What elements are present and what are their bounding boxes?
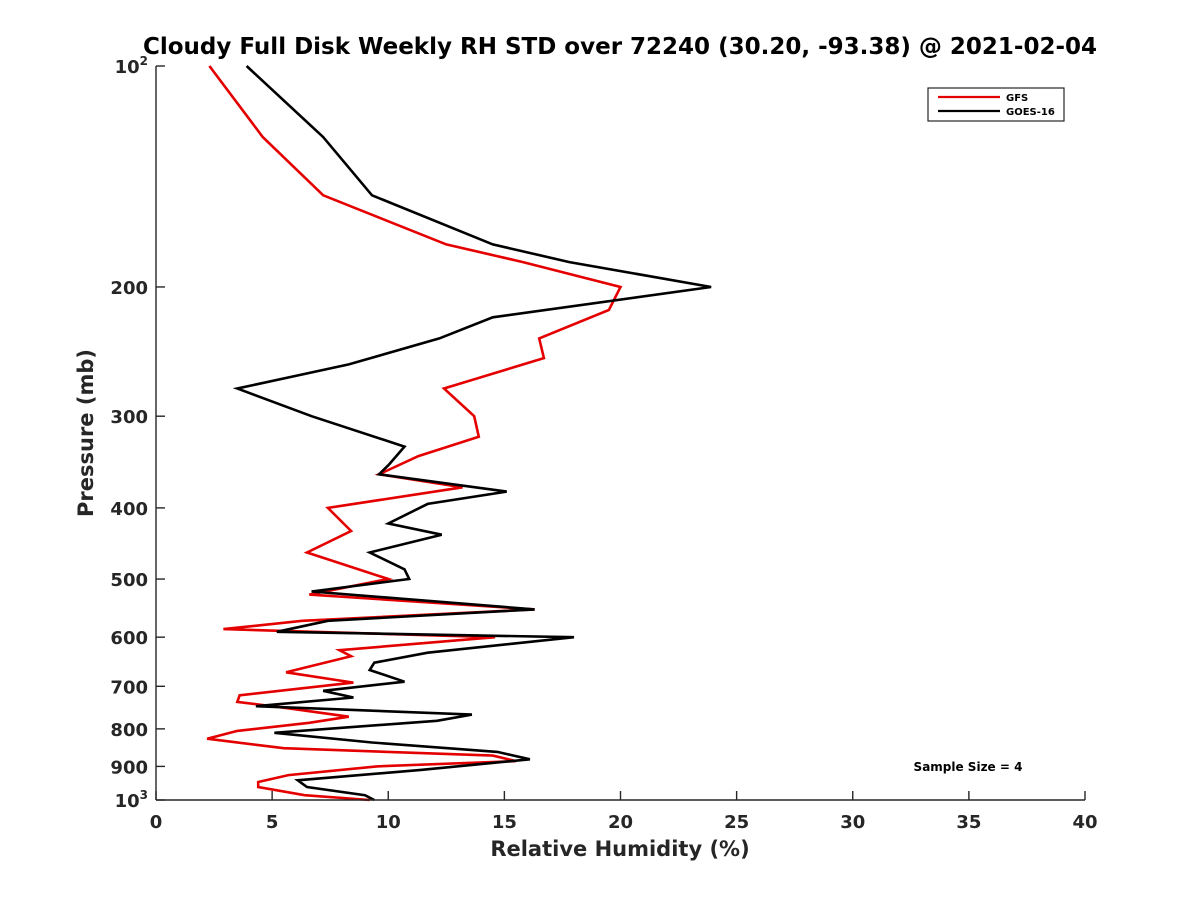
y-tick-label-800: 800 [110, 720, 148, 741]
x-tick-label-40: 40 [1072, 812, 1097, 833]
legend: GFS GOES-16 [927, 87, 1065, 122]
x-tick-label-5: 5 [266, 812, 279, 833]
x-tick-label-10: 10 [376, 812, 401, 833]
y-tick-label-700: 700 [110, 677, 148, 698]
x-ticks: 0 5 10 15 20 25 30 35 40 [150, 791, 1098, 833]
y-axis-label: Pressure (mb) [74, 349, 98, 517]
x-tick-label-0: 0 [150, 812, 163, 833]
plot-area: 0 5 10 15 20 25 30 35 40 102 200 300 400 500 600 700 80… [110, 54, 1097, 833]
y-tick-label-900: 900 [110, 757, 148, 778]
y-tick-label-100: 102 [115, 54, 148, 78]
x-tick-label-35: 35 [956, 812, 981, 833]
x-tick-label-30: 30 [840, 812, 865, 833]
series-line-gfs [206, 65, 623, 802]
y-tick-label-500: 500 [110, 570, 148, 591]
y-tick-label-600: 600 [110, 628, 148, 649]
y-tick-label-200: 200 [110, 278, 148, 299]
series-line-goes-16 [232, 65, 712, 802]
x-tick-label-20: 20 [608, 812, 633, 833]
x-tick-label-25: 25 [724, 812, 749, 833]
y-tick-label-1000: 103 [115, 788, 148, 812]
chart-title: Cloudy Full Disk Weekly RH STD over 7224… [143, 34, 1097, 60]
y-tick-label-400: 400 [110, 499, 148, 520]
legend-box [927, 87, 1065, 122]
y-ticks: 102 200 300 400 500 600 700 800 900 103 [110, 54, 165, 812]
sample-size-annotation: Sample Size = 4 [914, 760, 1023, 774]
series-layer [206, 65, 712, 802]
x-tick-label-15: 15 [492, 812, 517, 833]
x-axis-label: Relative Humidity (%) [490, 837, 749, 861]
legend-label-goes-16: GOES-16 [1006, 107, 1055, 118]
legend-label-gfs: GFS [1006, 93, 1028, 104]
y-tick-label-300: 300 [110, 407, 148, 428]
